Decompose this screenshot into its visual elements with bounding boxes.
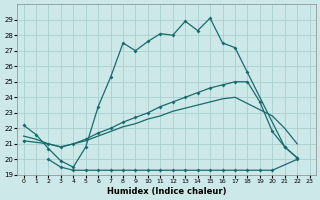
X-axis label: Humidex (Indice chaleur): Humidex (Indice chaleur)	[107, 187, 226, 196]
